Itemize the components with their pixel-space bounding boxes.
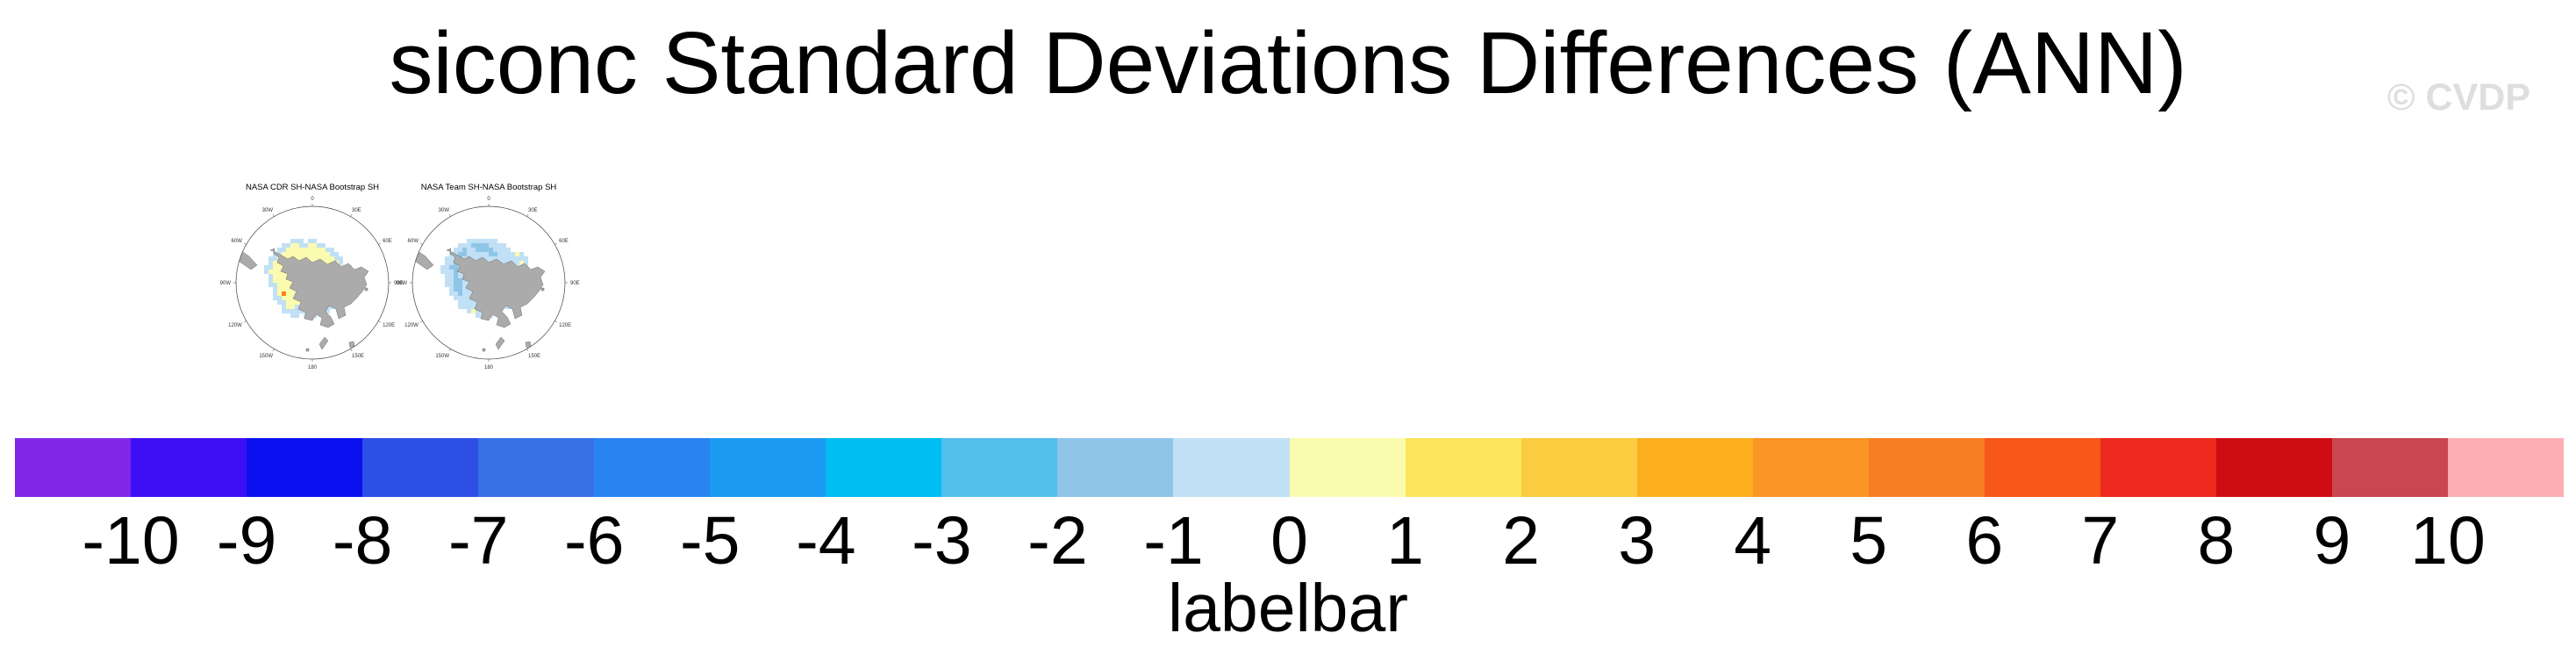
labelbar-swatch [1984, 438, 2100, 497]
labelbar-swatch [1636, 438, 1753, 497]
labelbar-swatches [15, 438, 2565, 497]
labelbar-tick: -4 [796, 503, 856, 579]
longitude-label: 60W [232, 239, 243, 244]
labelbar-swatch [2100, 438, 2216, 497]
longitude-label: 30W [262, 207, 274, 212]
labelbar-caption: labelbar [1168, 571, 1408, 646]
longitude-label: 60E [383, 239, 392, 244]
labelbar-tick: 4 [1734, 503, 1772, 579]
labelbar-tick: 9 [2313, 503, 2351, 579]
longitude-label: 60W [408, 239, 419, 244]
labelbar-swatch [2215, 438, 2332, 497]
labelbar-tick: -8 [332, 503, 393, 579]
map-title: NASA Team SH-NASA Bootstrap SH [420, 183, 557, 192]
labelbar-swatch [941, 438, 1058, 497]
antarctica-landmass [269, 248, 369, 327]
map-data-cells [412, 238, 546, 351]
labelbar-tick: 2 [1502, 503, 1540, 579]
page-title: siconc Standard Deviations Differences (… [389, 14, 2187, 112]
labelbar-swatch [1173, 438, 1290, 497]
labelbar-swatch [247, 438, 363, 497]
polar-map-plot: 0 30E 60E 90E 120E 150E 180 150W 120W 90W 60W 30W [220, 197, 404, 371]
labelbar-tick: 10 [2410, 503, 2486, 579]
longitude-label: 150W [259, 354, 273, 359]
labelbar-tick: 6 [1965, 503, 2004, 579]
longitude-label: 120W [228, 323, 242, 328]
cvdp-watermark: © CVDP [2386, 76, 2530, 119]
labelbar-swatch [1521, 438, 1637, 497]
longitude-label: 0 [311, 197, 314, 202]
longitude-label: 30E [352, 207, 361, 212]
map-panel-nasa-cdr: NASA CDR SH-NASA Bootstrap SH 0 30E 60E 90E… [216, 183, 409, 375]
antarctica-landmass [446, 248, 546, 327]
labelbar-tick: -2 [1027, 503, 1088, 579]
longitude-label: 120W [404, 323, 419, 328]
labelbar-swatch [362, 438, 479, 497]
longitude-label: 0 [487, 197, 490, 202]
longitude-label: 90E [394, 281, 404, 286]
longitude-label: 30W [439, 207, 450, 212]
labelbar-swatch [2447, 438, 2565, 497]
polar-map-plot: 0 30E 60E 90E 120E 150E 180 150W 120W 90W 60W 30W [397, 197, 580, 371]
labelbar-tick: -3 [912, 503, 972, 579]
labelbar-swatch [1057, 438, 1174, 497]
labelbar-tick: -7 [447, 503, 509, 579]
labelbar-swatch [1752, 438, 1869, 497]
longitude-label: 120E [559, 323, 571, 328]
labelbar-swatch [1289, 438, 1406, 497]
labelbar-swatch [131, 438, 247, 497]
longitude-label: 150W [435, 354, 449, 359]
labelbar-tick: -9 [216, 503, 277, 579]
longitude-label: 90W [220, 281, 232, 286]
labelbar-tick: 1 [1386, 503, 1424, 579]
longitude-label: 90E [570, 281, 580, 286]
labelbar-tick: 5 [1850, 503, 1888, 579]
labelbar-swatch [594, 438, 711, 497]
map-panel-nasa-team: NASA Team SH-NASA Bootstrap SH 0 30E 60E 90… [392, 183, 585, 375]
longitude-label: 150E [352, 354, 364, 359]
labelbar-tick: -1 [1143, 503, 1204, 579]
longitude-label: 180 [484, 365, 494, 371]
longitude-label: 90W [397, 281, 408, 286]
labelbar-tick-labels: -10 -9 -8 -7 -6 -5 -4 -3 -2 -1 0 1 2 3 4 5 6 7 8 9 10 [15, 507, 2564, 578]
labelbar-swatch [478, 438, 595, 497]
labelbar-swatch [710, 438, 826, 497]
labelbar-tick: 0 [1270, 503, 1308, 579]
labelbar-tick: 7 [2081, 503, 2120, 579]
labelbar-swatch [826, 438, 942, 497]
labelbar-swatch [15, 438, 132, 497]
labelbar-tick: -10 [82, 503, 180, 579]
labelbar-swatch [2331, 438, 2448, 497]
longitude-label: 120E [383, 323, 395, 328]
longitude-label: 180 [308, 365, 318, 371]
map-data-cells [236, 238, 369, 351]
longitude-label: 150E [528, 354, 540, 359]
labelbar-tick: 8 [2197, 503, 2236, 579]
south-america-tip [236, 243, 258, 270]
labelbar-tick: -5 [680, 503, 741, 579]
labelbar-swatch [1868, 438, 1985, 497]
labelbar-swatch [1405, 438, 1521, 497]
labelbar-tick: 3 [1618, 503, 1657, 579]
south-america-tip [412, 243, 434, 270]
labelbar-tick: -6 [563, 503, 625, 579]
map-title: NASA CDR SH-NASA Bootstrap SH [245, 183, 380, 192]
longitude-label: 60E [559, 239, 569, 244]
longitude-label: 30E [528, 207, 538, 212]
